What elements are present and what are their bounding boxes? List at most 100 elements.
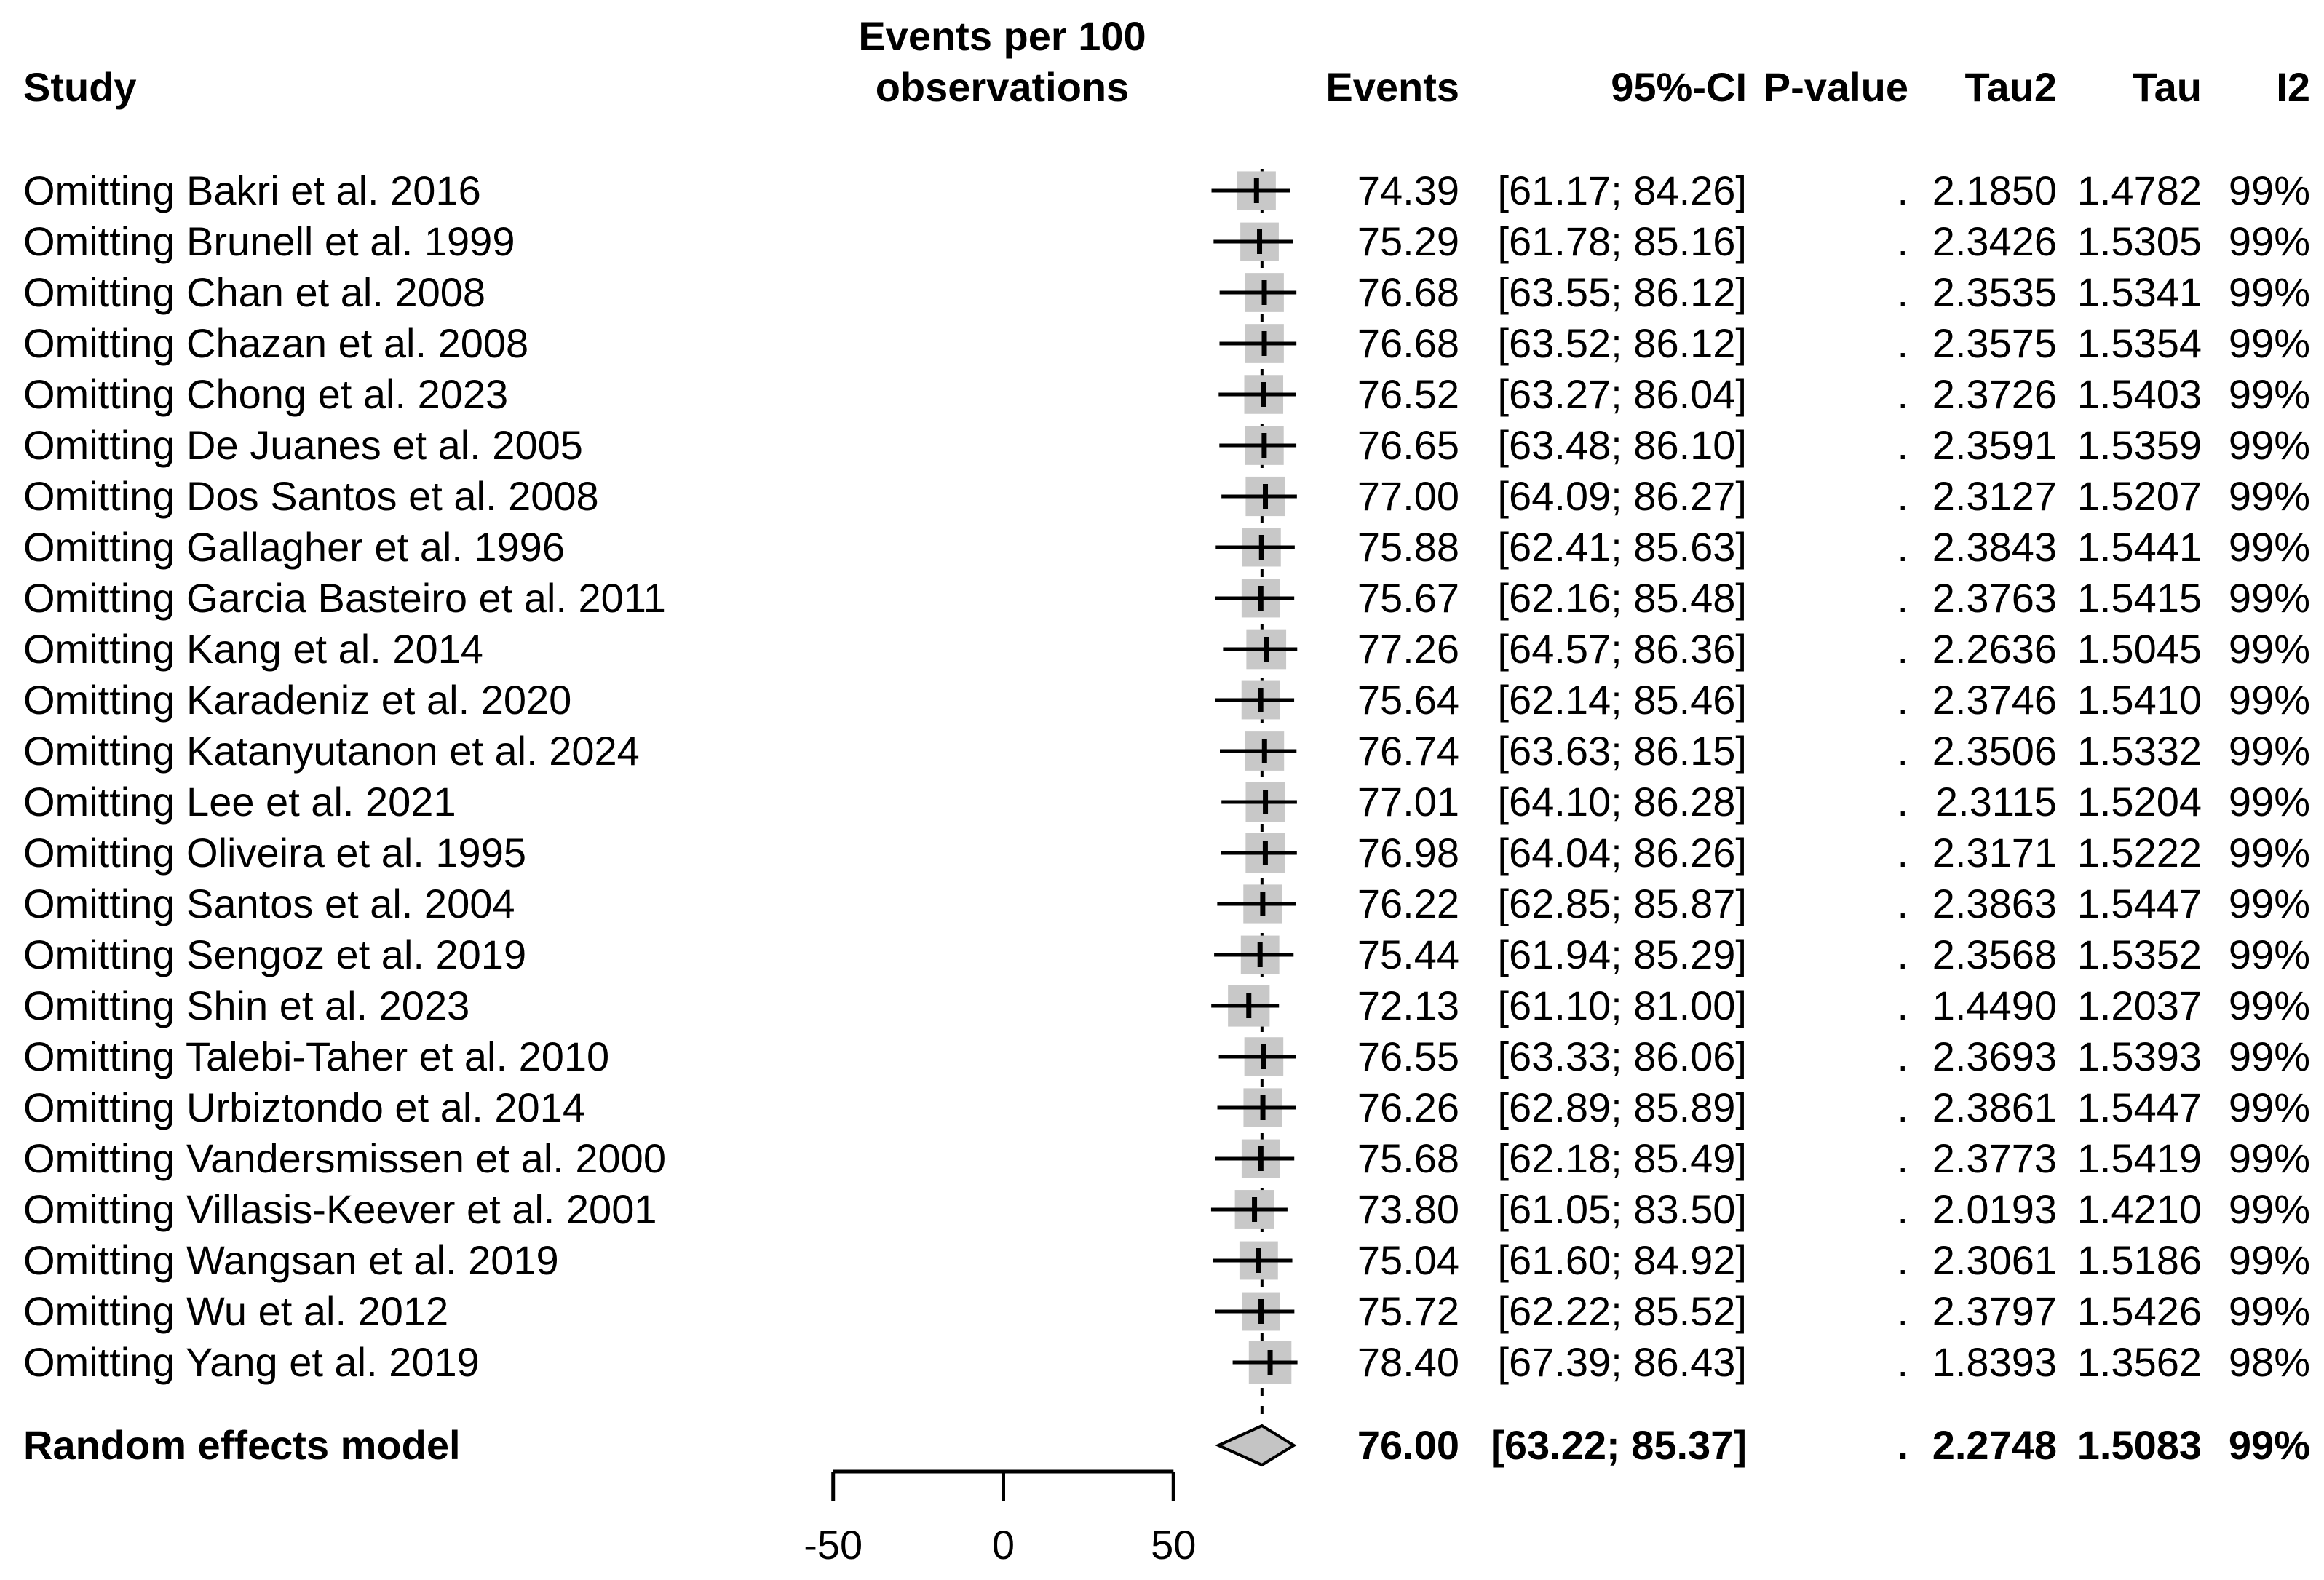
ci-value: [64.04; 86.26]: [1497, 830, 1747, 876]
tau-value: 1.5083: [2077, 1422, 2202, 1468]
events-value: 76.65: [1357, 422, 1459, 468]
tau2-value: 2.3171: [1932, 830, 2057, 876]
events-value: 77.26: [1357, 626, 1459, 672]
tau2-value: 2.3591: [1932, 422, 2057, 468]
ci-value: [67.39; 86.43]: [1497, 1339, 1747, 1385]
study-label: Omitting Chan et al. 2008: [23, 269, 486, 315]
ci-value: [62.41; 85.63]: [1497, 524, 1747, 570]
point-estimate-tick: [1263, 790, 1269, 814]
pvalue-value: .: [1897, 167, 1908, 213]
study-label: Omitting Garcia Basteiro et al. 2011: [23, 575, 666, 621]
i2-value: 99%: [2228, 982, 2310, 1028]
column-header-tau: Tau: [2132, 64, 2202, 110]
study-label: Omitting Sengoz et al. 2019: [23, 932, 527, 977]
i2-value: 99%: [2228, 1135, 2310, 1181]
events-value: 77.00: [1357, 473, 1459, 519]
point-estimate-tick: [1258, 688, 1264, 712]
pvalue-value: .: [1897, 269, 1908, 315]
events-value: 78.40: [1357, 1339, 1459, 1385]
tau2-value: 2.3127: [1932, 473, 2057, 519]
summary-diamond: [1215, 1424, 1297, 1467]
plot-column-header-line2: observations: [875, 64, 1130, 110]
pvalue-value: .: [1897, 1135, 1908, 1181]
forest-row: Omitting Talebi-Taher et al. 2010 76.55 [6…: [0, 1031, 2324, 1082]
i2-value: 99%: [2228, 422, 2310, 468]
ci-value: [62.16; 85.48]: [1497, 575, 1747, 621]
pvalue-value: .: [1897, 1422, 1908, 1468]
tau2-value: 2.3426: [1932, 218, 2057, 264]
point-estimate-tick: [1260, 1095, 1266, 1120]
point-estimate-tick: [1258, 1146, 1264, 1171]
events-value: 73.80: [1357, 1186, 1459, 1232]
tau2-value: 1.4490: [1932, 982, 2057, 1028]
forest-row: Omitting Dos Santos et al. 2008 77.00 [64.…: [0, 471, 2324, 522]
events-value: 76.52: [1357, 371, 1459, 417]
study-label: Omitting Santos et al. 2004: [23, 881, 515, 926]
summary-row: Random effects model 76.00 [63.22; 85.37].…: [0, 1420, 2324, 1471]
tau-value: 1.5186: [2077, 1237, 2202, 1283]
pvalue-value: .: [1897, 524, 1908, 570]
events-value: 75.88: [1357, 524, 1459, 570]
i2-value: 99%: [2228, 779, 2310, 825]
events-value: 75.68: [1357, 1135, 1459, 1181]
i2-value: 99%: [2228, 1237, 2310, 1283]
tau-value: 1.4210: [2077, 1186, 2202, 1232]
ci-value: [61.94; 85.29]: [1497, 932, 1747, 977]
i2-value: 99%: [2228, 1422, 2310, 1468]
forest-row: Omitting Lee et al. 2021 77.01 [64.10; 86.…: [0, 777, 2324, 827]
column-header-pvalue: P-value: [1763, 64, 1908, 110]
ci-value: [61.17; 84.26]: [1497, 167, 1747, 213]
forest-row: Omitting Chan et al. 2008 76.68 [63.55; 86…: [0, 267, 2324, 318]
ci-value: [62.22; 85.52]: [1497, 1288, 1747, 1334]
study-label: Omitting Vandersmissen et al. 2000: [23, 1135, 666, 1181]
events-value: 76.98: [1357, 830, 1459, 876]
forest-row: Omitting Shin et al. 2023 72.13 [61.10; 81…: [0, 980, 2324, 1031]
study-label: Omitting Katanyutanon et al. 2024: [23, 728, 640, 774]
tau2-value: 2.3726: [1932, 371, 2057, 417]
tau-value: 1.5426: [2077, 1288, 2202, 1334]
x-axis-tick-label: 50: [1151, 1522, 1197, 1568]
tau2-value: 2.3115: [1935, 779, 2057, 825]
i2-value: 99%: [2228, 1033, 2310, 1079]
tau-value: 1.5359: [2077, 422, 2202, 468]
forest-row: Omitting Kang et al. 2014 77.26 [64.57; 86…: [0, 624, 2324, 675]
point-estimate-tick: [1257, 942, 1263, 967]
study-label: Random effects model: [23, 1422, 461, 1468]
ci-value: [61.78; 85.16]: [1497, 218, 1747, 264]
events-value: 75.67: [1357, 575, 1459, 621]
study-label: Omitting Talebi-Taher et al. 2010: [23, 1033, 610, 1079]
point-estimate-tick: [1258, 1299, 1264, 1324]
events-value: 75.04: [1357, 1237, 1459, 1283]
point-estimate-tick: [1263, 484, 1269, 509]
i2-value: 99%: [2228, 524, 2310, 570]
column-header-events: Events: [1325, 64, 1459, 110]
point-estimate-tick: [1260, 892, 1266, 916]
i2-value: 98%: [2228, 1339, 2310, 1385]
point-estimate-tick: [1261, 331, 1267, 356]
ci-value: [62.14; 85.46]: [1497, 677, 1747, 723]
ci-value: [63.55; 86.12]: [1497, 269, 1747, 315]
column-header-tau2: Tau2: [1964, 64, 2057, 110]
forest-row: Omitting Garcia Basteiro et al. 2011 75.6…: [0, 573, 2324, 624]
point-estimate-tick: [1261, 739, 1267, 763]
events-value: 76.26: [1357, 1084, 1459, 1130]
study-label: Omitting Shin et al. 2023: [23, 982, 470, 1028]
tau-value: 1.5332: [2077, 728, 2202, 774]
forest-row: Omitting Wu et al. 2012 75.72 [62.22; 85.5…: [0, 1286, 2324, 1337]
tau2-value: 2.3861: [1932, 1084, 2057, 1130]
pvalue-value: .: [1897, 1033, 1908, 1079]
forest-row: Omitting Vandersmissen et al. 2000 75.68 […: [0, 1133, 2324, 1184]
forest-row: Omitting Gallagher et al. 1996 75.88 [62.4…: [0, 522, 2324, 573]
study-label: Omitting Villasis-Keever et al. 2001: [23, 1186, 657, 1232]
point-estimate-tick: [1256, 1248, 1261, 1273]
pvalue-value: .: [1897, 1084, 1908, 1130]
tau2-value: 2.1850: [1932, 167, 2057, 213]
study-label: Omitting Lee et al. 2021: [23, 779, 456, 825]
i2-value: 99%: [2228, 830, 2310, 876]
pvalue-value: .: [1897, 626, 1908, 672]
tau2-value: 2.3797: [1932, 1288, 2057, 1334]
ci-value: [61.60; 84.92]: [1497, 1237, 1747, 1283]
point-estimate-tick: [1253, 178, 1259, 203]
forest-row: Omitting Urbiztondo et al. 2014 76.26 [62.…: [0, 1082, 2324, 1133]
tau-value: 1.3562: [2077, 1339, 2202, 1385]
